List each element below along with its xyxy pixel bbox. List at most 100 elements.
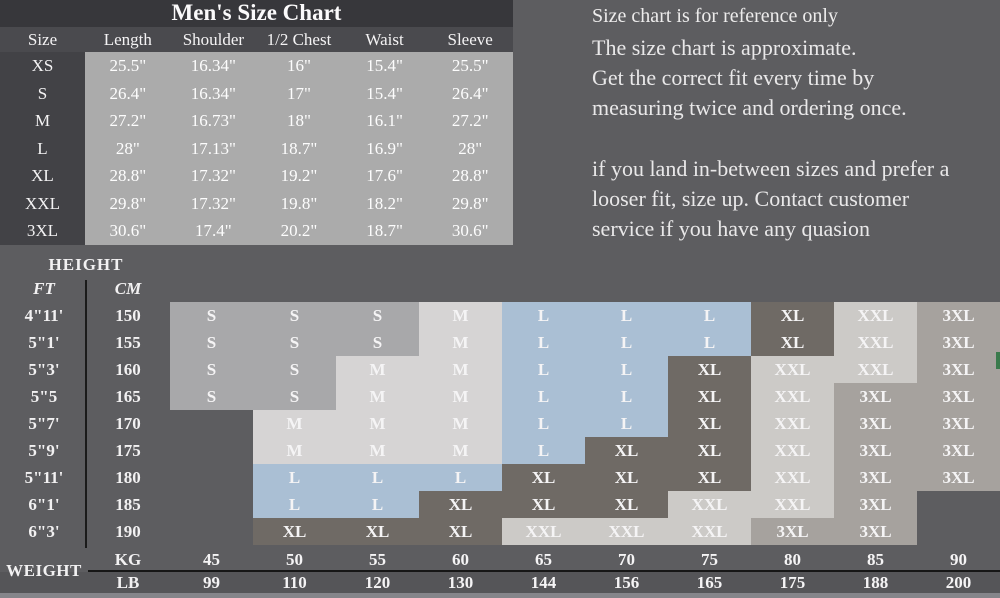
height-ft-label: 6"3' bbox=[28, 522, 60, 541]
size-table-value-cell: 19.2" bbox=[256, 162, 342, 190]
ft-column-header: FT bbox=[33, 279, 55, 298]
size-table-column-header: Length bbox=[85, 27, 171, 52]
matrix-size-cell: 3XL bbox=[917, 437, 1000, 464]
weight-lb-value: 156 bbox=[613, 573, 640, 592]
height-cm-label: 160 bbox=[115, 360, 141, 379]
matrix-size-cell: XXL bbox=[585, 518, 668, 545]
size-table-value-cell: 29.8" bbox=[85, 189, 171, 217]
lb-values-row: 99 110 120 130 144 156 165 175 188 200 bbox=[170, 573, 1000, 593]
matrix-size-cell: XL bbox=[668, 437, 751, 464]
weight-lb-value: 144 bbox=[530, 573, 557, 592]
matrix-size-cell: XXL bbox=[834, 302, 917, 329]
matrix-size-cell: M bbox=[419, 383, 502, 410]
matrix-size-cell: XXL bbox=[751, 383, 834, 410]
weight-kg-value: 85 bbox=[867, 550, 884, 569]
height-cm-label: 190 bbox=[115, 522, 141, 541]
matrix-size-cell: 3XL bbox=[917, 329, 1000, 356]
height-ft-label: 5"9' bbox=[28, 441, 60, 460]
note-text-line: if you land in-between sizes and prefer … bbox=[592, 156, 950, 181]
matrix-size-cell: XL bbox=[419, 491, 502, 518]
matrix-size-cell: S bbox=[253, 329, 336, 356]
matrix-size-cell: M bbox=[419, 356, 502, 383]
matrix-empty-cell bbox=[170, 437, 253, 464]
size-table-value-cell: 18.7" bbox=[256, 134, 342, 162]
matrix-size-cell: M bbox=[419, 302, 502, 329]
matrix-size-cell: XXL bbox=[751, 410, 834, 437]
size-table-value-cell: 30.6" bbox=[427, 217, 513, 245]
height-ft-label: 5"5 bbox=[30, 387, 58, 406]
note-text-line: service if you have any quasion bbox=[592, 216, 870, 241]
matrix-size-cell: 3XL bbox=[917, 383, 1000, 410]
matrix-size-cell: XL bbox=[585, 491, 668, 518]
height-cm-label: 175 bbox=[115, 441, 141, 460]
matrix-size-cell: XXL bbox=[668, 518, 751, 545]
matrix-size-cell: 3XL bbox=[834, 491, 917, 518]
matrix-size-cell: L bbox=[585, 410, 668, 437]
matrix-size-cell: XXL bbox=[751, 464, 834, 491]
size-table-value-cell: 30.6" bbox=[85, 217, 171, 245]
height-cm-label: 150 bbox=[115, 306, 141, 325]
weight-lb-value: 110 bbox=[282, 573, 307, 592]
kg-row-header: KG bbox=[114, 550, 142, 569]
weight-kg-value: 55 bbox=[369, 550, 386, 569]
size-table-value-cell: 16.34" bbox=[170, 79, 257, 107]
size-table-value-cell: 26.4" bbox=[427, 79, 513, 107]
weight-kg-value: 65 bbox=[535, 550, 552, 569]
weight-kg-value: 75 bbox=[701, 550, 718, 569]
page-title: Men's Size Chart bbox=[171, 0, 342, 25]
weight-lb-value: 188 bbox=[862, 573, 889, 592]
size-table-size-cell: XL bbox=[0, 162, 85, 190]
matrix-size-cell: L bbox=[585, 302, 668, 329]
matrix-size-cell: XL bbox=[668, 383, 751, 410]
matrix-empty-cell bbox=[170, 518, 253, 545]
matrix-size-cell: XXL bbox=[668, 491, 751, 518]
matrix-size-cell: S bbox=[170, 356, 253, 383]
matrix-size-cell: L bbox=[502, 437, 585, 464]
matrix-size-cell: 3XL bbox=[751, 518, 834, 545]
matrix-empty-cell bbox=[170, 410, 253, 437]
matrix-size-cell: L bbox=[668, 302, 751, 329]
size-table-value-cell: 29.8" bbox=[427, 189, 513, 217]
weight-kg-value: 80 bbox=[784, 550, 801, 569]
weight-lb-value: 200 bbox=[945, 573, 972, 592]
matrix-size-cell: L bbox=[502, 410, 585, 437]
height-ft-label: 5"7' bbox=[28, 414, 60, 433]
matrix-size-cell: 3XL bbox=[834, 518, 917, 545]
size-table-value-cell: 17.13" bbox=[170, 134, 257, 162]
size-table-size-cell: 3XL bbox=[0, 217, 85, 245]
lb-row-header: LB bbox=[116, 573, 140, 592]
matrix-size-cell: L bbox=[336, 464, 419, 491]
matrix-size-cell: M bbox=[419, 329, 502, 356]
weight-kg-value: 60 bbox=[452, 550, 469, 569]
note-paragraph-approximate: The size chart is approximate. Get the co… bbox=[592, 33, 997, 123]
size-table-size-cell: S bbox=[0, 79, 85, 107]
matrix-size-cell: L bbox=[253, 491, 336, 518]
matrix-size-cell: S bbox=[170, 302, 253, 329]
size-table-value-cell: 15.4" bbox=[341, 79, 428, 107]
weight-kg-value: 70 bbox=[618, 550, 635, 569]
size-table-value-cell: 17.6" bbox=[341, 162, 428, 190]
matrix-size-cell: 3XL bbox=[834, 383, 917, 410]
matrix-size-cell: XXL bbox=[834, 356, 917, 383]
size-table: Size Length Shoulder 1/2 Chest Waist Sleeve XS… bbox=[0, 27, 513, 245]
matrix-size-cell: M bbox=[336, 383, 419, 410]
height-cm-label: 155 bbox=[115, 333, 141, 352]
lb-row-band bbox=[0, 572, 1000, 594]
matrix-size-cell: XL bbox=[336, 518, 419, 545]
green-edge-artifact bbox=[996, 352, 1000, 369]
matrix-size-cell: 3XL bbox=[834, 437, 917, 464]
size-table-value-cell: 26.4" bbox=[85, 79, 171, 107]
size-table-value-cell: 16.34" bbox=[170, 52, 257, 80]
matrix-size-cell: 3XL bbox=[917, 302, 1000, 329]
matrix-size-cell: L bbox=[253, 464, 336, 491]
matrix-empty-cell bbox=[170, 464, 253, 491]
matrix-size-cell: S bbox=[336, 329, 419, 356]
matrix-empty-cell bbox=[170, 491, 253, 518]
size-table-column-header: Size bbox=[0, 27, 85, 52]
height-ft-label: 5"3' bbox=[28, 360, 60, 379]
matrix-size-cell: 3XL bbox=[834, 410, 917, 437]
weight-kg-value: 90 bbox=[950, 550, 967, 569]
weight-lb-value: 99 bbox=[203, 573, 220, 592]
note-text-line: looser fit, size up. Contact customer bbox=[592, 186, 910, 211]
weight-lb-value: 130 bbox=[447, 573, 474, 592]
